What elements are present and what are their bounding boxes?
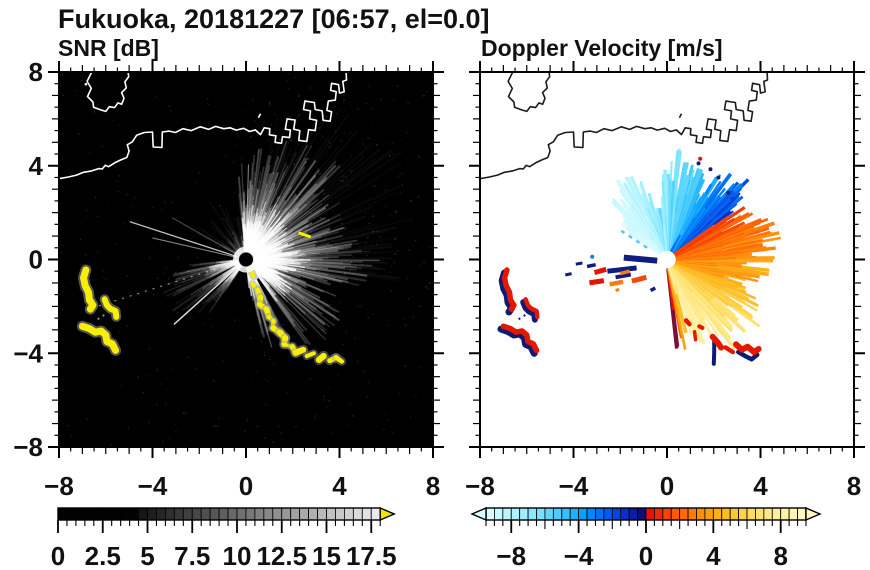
snr-colorbar-label: 0: [51, 541, 65, 570]
coastline: [257, 113, 262, 119]
snr-colorbar-label: 15: [312, 541, 341, 570]
snr-panel: [59, 72, 433, 447]
velocity-content: [480, 72, 782, 366]
snr-colorbar-label: 5: [140, 541, 154, 570]
x-tick-label: −8: [44, 471, 74, 501]
y-tick-label: 0: [29, 245, 43, 275]
x-tick-label: −8: [465, 471, 495, 501]
y-tick-label: −4: [13, 338, 43, 368]
y-tick-label: 4: [29, 151, 44, 181]
velocity-panel: [480, 72, 854, 447]
y-tick-label: 8: [29, 57, 43, 87]
x-tick-label: 0: [239, 471, 253, 501]
x-tick-label: −4: [559, 471, 589, 501]
velocity-axes: −8 −4 0 4 8: [465, 61, 865, 501]
snr-content: [59, 72, 432, 447]
velocity-colorbar-label: −8: [496, 541, 526, 570]
coastline: [507, 72, 551, 113]
coastline: [480, 72, 769, 180]
snr-axes: −8−8 −4 −4 0 0 4 4 8 8: [13, 57, 444, 501]
coastline: [59, 72, 348, 180]
snr-colorbar-label: 12.5: [256, 541, 307, 570]
velocity-colorbar-label: 4: [706, 541, 721, 570]
velocity-colorbar-label: 0: [639, 541, 653, 570]
x-tick-label: 4: [753, 471, 768, 501]
snr-panel-title: SNR [dB]: [58, 35, 159, 61]
figure-title: Fukuoka, 20181227 [06:57, el=0.0]: [58, 4, 490, 34]
snr-colorbar-label: 17.5: [346, 541, 397, 570]
x-tick-label: 0: [660, 471, 674, 501]
x-tick-label: 4: [332, 471, 347, 501]
snr-colorbar: 0 2.5 5 7.5 10 12.5 15 17.5: [51, 506, 397, 570]
x-tick-label: 8: [426, 471, 440, 501]
coastline: [86, 72, 130, 113]
velocity-colorbar-label: 8: [773, 541, 787, 570]
x-tick-label: 8: [847, 471, 861, 501]
x-tick-label: −4: [138, 471, 168, 501]
velocity-colorbar-label: −4: [564, 541, 594, 570]
velocity-panel-title: Doppler Velocity [m/s]: [481, 35, 723, 61]
coastline: [678, 113, 683, 119]
snr-colorbar-label: 7.5: [174, 541, 210, 570]
y-tick-label: −8: [13, 432, 43, 462]
snr-colorbar-label: 2.5: [85, 541, 121, 570]
velocity-colorbar: −8 −4 0 4 8: [470, 506, 822, 570]
snr-colorbar-label: 10: [223, 541, 252, 570]
